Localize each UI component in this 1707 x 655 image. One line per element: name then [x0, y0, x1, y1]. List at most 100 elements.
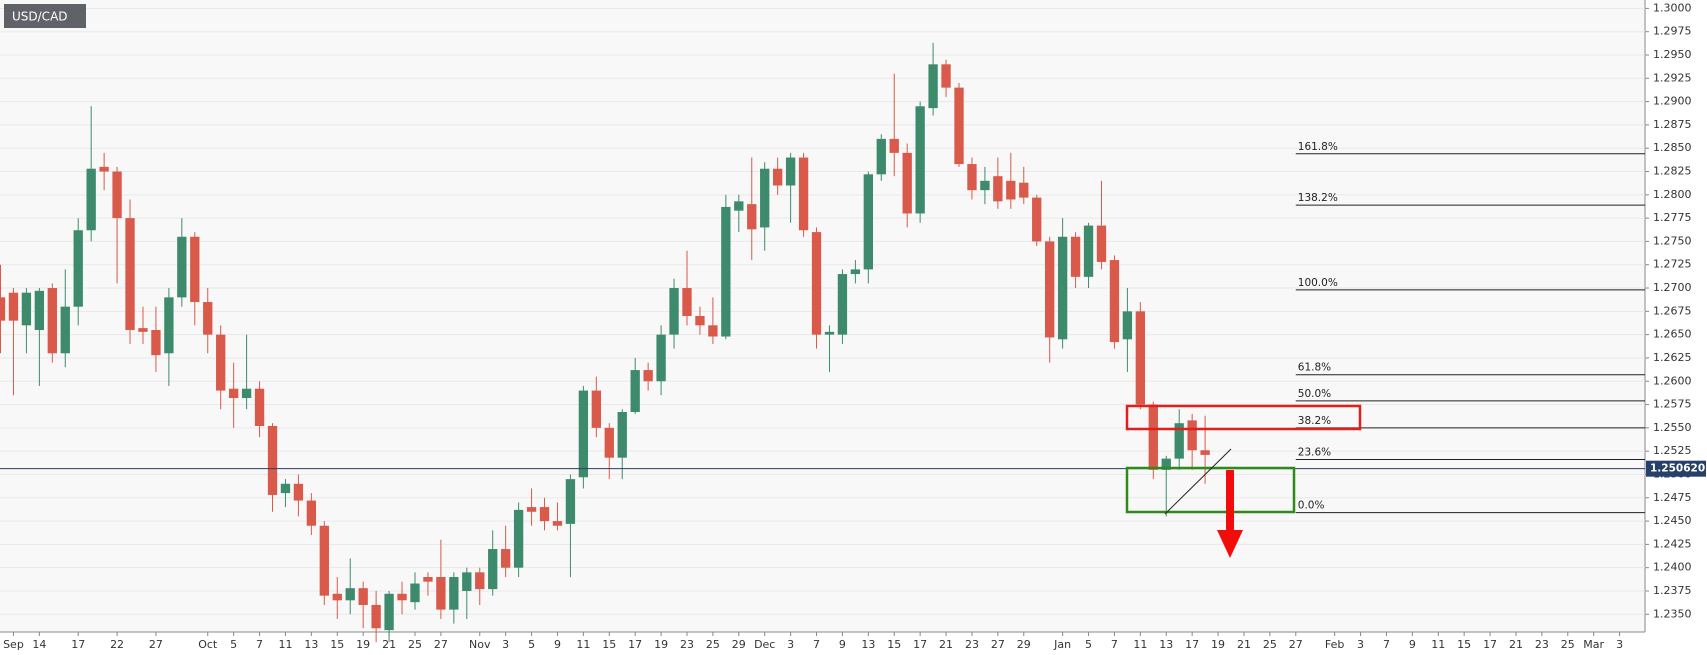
candle-body: [591, 390, 601, 428]
x-tick-label: 25: [1263, 638, 1277, 651]
x-tick-label: 7: [813, 638, 820, 651]
candle-body: [216, 334, 226, 391]
candle-body: [164, 297, 174, 354]
x-tick-label: 17: [628, 638, 642, 651]
candle-body: [1135, 311, 1146, 405]
candle-body: [785, 157, 796, 186]
x-tick-label: 7: [1111, 638, 1118, 651]
candle-body: [656, 334, 666, 382]
candle-body: [980, 180, 990, 191]
x-tick-label: 19: [1211, 638, 1225, 651]
x-tick-label: Mar: [1583, 638, 1604, 651]
candle-body: [293, 483, 304, 501]
x-tick-label: 5: [1085, 638, 1092, 651]
candle-body: [488, 549, 498, 590]
x-tick-label: 17: [1185, 638, 1199, 651]
candle-body: [86, 168, 96, 231]
candle-body: [138, 328, 148, 332]
candle-body: [1109, 260, 1120, 343]
candle-body: [617, 412, 627, 458]
x-tick-label: 5: [230, 638, 237, 651]
candle-body: [358, 588, 368, 605]
y-tick-label: 1.2625: [1653, 351, 1692, 364]
y-tick-label: 1.2550: [1653, 421, 1692, 434]
x-tick-label: 3: [1357, 638, 1364, 651]
x-tick-label: 14: [32, 638, 46, 651]
x-tick-label: 27: [991, 638, 1005, 651]
x-tick-label: 3: [1616, 638, 1623, 651]
fib-label: 161.8%: [1298, 141, 1338, 153]
x-tick-label: 23: [680, 638, 694, 651]
x-tick-label: 9: [554, 638, 561, 651]
candle-body: [798, 157, 809, 231]
candle-body: [526, 507, 537, 512]
resistance-box: [1125, 404, 1362, 431]
candle-body: [1006, 180, 1016, 200]
candle-body: [397, 593, 407, 601]
candle-body: [151, 329, 161, 356]
x-tick-label: 19: [654, 638, 668, 651]
x-tick-label: 11: [278, 638, 292, 651]
candle-body: [747, 204, 757, 230]
y-tick-label: 1.2575: [1653, 398, 1692, 411]
fib-label: 38.2%: [1298, 415, 1331, 427]
candle-body: [721, 206, 731, 337]
x-tick-label: 23: [1535, 638, 1549, 651]
x-tick-label: 22: [110, 638, 124, 651]
y-tick-label: 1.2775: [1653, 211, 1692, 224]
last-price-badge: [1646, 460, 1706, 477]
candle-body: [682, 288, 692, 316]
y-tick-label: 1.2950: [1653, 48, 1692, 61]
candle-body: [773, 168, 783, 186]
candle-body: [1070, 236, 1081, 277]
candle-body: [423, 577, 433, 582]
x-tick-label: 15: [1457, 638, 1471, 651]
candle-body: [837, 274, 848, 335]
candle-body: [1083, 225, 1094, 277]
candle-body: [565, 479, 576, 524]
candle-body: [500, 549, 511, 568]
candle-body: [850, 269, 861, 275]
candle-body: [734, 201, 744, 211]
candle-body: [695, 316, 705, 326]
fib-label: 23.6%: [1298, 447, 1331, 459]
y-tick-label: 1.2800: [1653, 188, 1692, 201]
candle-body: [1045, 241, 1055, 338]
candle-body: [604, 427, 614, 458]
candle-body: [1057, 236, 1068, 340]
candle-body: [1019, 182, 1029, 198]
candle-body: [811, 232, 822, 335]
x-tick-label: 19: [356, 638, 370, 651]
x-tick-label: 3: [502, 638, 509, 651]
candle-body: [578, 390, 589, 478]
y-tick-label: 1.2475: [1653, 491, 1692, 504]
candle-body: [630, 370, 640, 413]
y-tick-label: 1.2600: [1653, 374, 1692, 387]
x-tick-label: 13: [1159, 638, 1173, 651]
last-price-label: 1.250620: [1650, 463, 1705, 475]
candle-body: [177, 236, 187, 298]
candle-body: [203, 302, 213, 335]
candle-body: [332, 593, 342, 601]
candle-body: [1161, 458, 1171, 470]
candle-body: [384, 593, 394, 631]
candle-body: [889, 138, 899, 153]
candle-body: [410, 583, 420, 603]
candle-body: [8, 292, 19, 321]
x-tick-label: 17: [1483, 638, 1497, 651]
x-tick-label: 21: [382, 638, 396, 651]
fib-label: 100.0%: [1298, 277, 1338, 289]
candle-body: [436, 577, 446, 610]
candle-body: [863, 174, 873, 270]
fib-label: 61.8%: [1298, 362, 1331, 374]
x-tick-label: Nov: [469, 638, 491, 651]
candle-body: [967, 164, 977, 191]
x-tick-label: Sep: [3, 638, 24, 651]
arrow-head: [1217, 530, 1243, 558]
x-tick-label: 29: [1017, 638, 1031, 651]
candle-body: [371, 604, 381, 629]
x-tick-label: Jan: [1053, 638, 1071, 651]
y-tick-label: 1.3000: [1653, 1, 1692, 14]
candle-body: [993, 176, 1003, 202]
